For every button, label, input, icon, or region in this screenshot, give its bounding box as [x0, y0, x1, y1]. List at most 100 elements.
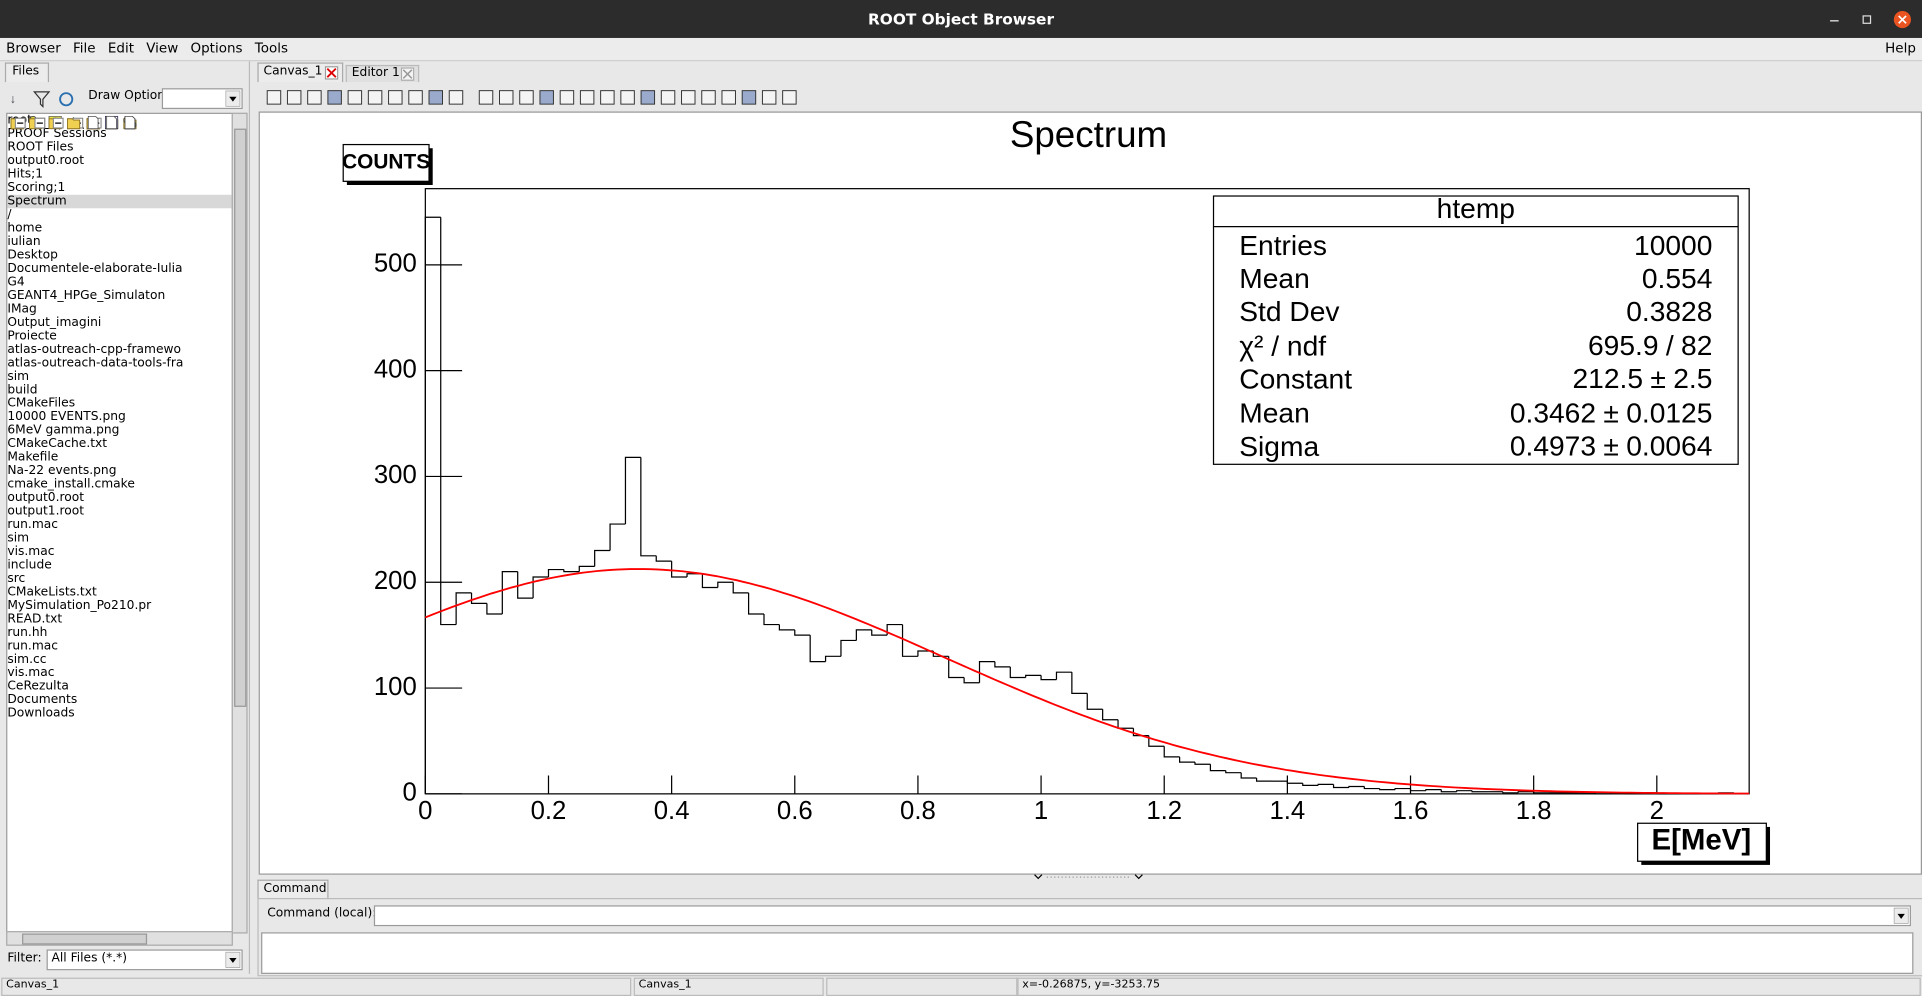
toolbar-button[interactable] [266, 90, 282, 105]
menu-item[interactable]: File [73, 40, 96, 57]
maximize-button[interactable] [1862, 15, 1872, 24]
histogram-bin [871, 629, 888, 636]
x-axis-label: E[MeV] [1652, 823, 1752, 856]
splitter-handle[interactable] [1030, 872, 1153, 882]
tree-item[interactable]: vis.mac [7, 115, 231, 680]
toolbar-button[interactable] [660, 90, 676, 105]
tree-item[interactable]: CeRezulta [7, 115, 231, 693]
toolbar-button[interactable] [428, 90, 443, 105]
status-field: Canvas_1 [6, 978, 60, 992]
histogram-bin [840, 639, 857, 657]
toolbar-button[interactable] [600, 90, 615, 105]
toolbar-button[interactable] [286, 90, 302, 105]
sort-icon[interactable]: ↓ [10, 92, 16, 106]
toolbar-button[interactable] [408, 90, 423, 105]
histogram-bin [440, 217, 457, 626]
toolbar-button[interactable] [499, 90, 514, 105]
tab-label: Editor 1 [351, 66, 400, 80]
toolbar-button[interactable] [367, 90, 383, 105]
histogram-bin [517, 571, 534, 599]
refresh-icon[interactable] [59, 92, 74, 107]
menu-item[interactable]: View [146, 40, 179, 57]
tree-label: IMag [7, 302, 37, 317]
toolbar-button[interactable] [327, 90, 342, 105]
tab-close[interactable] [400, 67, 415, 81]
toolbar-button[interactable] [539, 90, 554, 105]
command-tab[interactable]: Command [257, 879, 329, 900]
expand-toggle[interactable] [52, 117, 64, 129]
tree-label: 6MeV gamma.png [7, 423, 120, 438]
stats-name: Constant [1239, 362, 1352, 394]
menu-item[interactable]: Edit [107, 40, 134, 57]
tree-icon [87, 115, 98, 130]
toolbar-button[interactable] [579, 90, 595, 105]
histogram-bin [1517, 791, 1534, 793]
splitter[interactable] [248, 61, 258, 974]
toolbar-button[interactable] [701, 90, 716, 105]
status-bar: Canvas_1 Canvas_1 x=-0.26875, y=-3253.75 [0, 976, 1922, 996]
histogram-bin [563, 569, 580, 573]
tree-label: run.mac [7, 639, 59, 653]
toolbar-button[interactable] [559, 90, 575, 105]
toolbar-button[interactable] [388, 90, 403, 105]
menu-item[interactable]: Options [190, 40, 243, 57]
toolbar-button[interactable] [721, 90, 736, 105]
toolbar-button[interactable] [761, 90, 777, 105]
menu-item[interactable]: Tools [254, 40, 289, 57]
histogram-bin [948, 656, 965, 679]
tree-scrollbar[interactable] [231, 112, 248, 934]
command-input[interactable] [373, 905, 1911, 927]
histogram-bin [1086, 693, 1103, 710]
histogram-bin [763, 613, 780, 626]
tab-label: Files [12, 64, 40, 79]
tree-label: Scoring;1 [7, 181, 66, 195]
tree-label: Na-22 events.png [7, 464, 117, 478]
tree-hscrollbar[interactable] [6, 931, 233, 946]
tree-label: sim [7, 531, 30, 546]
histogram-bin [809, 635, 826, 663]
toolbar-button[interactable] [347, 90, 363, 105]
filter-icon[interactable] [33, 91, 51, 109]
histogram-bin [1209, 764, 1226, 772]
y-tick-label: 100 [374, 673, 417, 701]
tree-label: include [7, 558, 52, 573]
histogram-bin [1009, 666, 1026, 679]
filter-combo[interactable]: All Files (*.*) [46, 949, 243, 971]
stats-value-part: ± [1603, 397, 1618, 429]
toolbar-button[interactable] [307, 90, 322, 105]
chart-title: Spectrum [1010, 114, 1167, 155]
toolbar-button[interactable] [519, 90, 534, 105]
tree-label: output0.root [7, 154, 85, 168]
editor-tab[interactable]: Editor 1 [345, 64, 420, 83]
tree-item[interactable]: Downloads [7, 118, 231, 720]
stats-name: Entries [1239, 229, 1327, 261]
expand-toggle[interactable] [34, 117, 46, 129]
toolbar-button[interactable] [741, 90, 757, 105]
toolbar-button[interactable] [478, 90, 494, 105]
tab-close[interactable] [324, 66, 339, 80]
canvas-tab[interactable]: Canvas_1 [257, 62, 344, 83]
tree-label: output0.root [7, 491, 85, 505]
toolbar-button[interactable] [448, 90, 464, 105]
menu-item[interactable]: Browser [6, 40, 61, 57]
expand-toggle[interactable] [15, 117, 27, 129]
toolbar-button[interactable] [620, 90, 635, 105]
toolbar-button[interactable] [640, 90, 656, 105]
histogram-bin [1363, 786, 1380, 790]
toolbar-button[interactable] [681, 90, 696, 105]
tree-label: G4 [7, 275, 25, 290]
tree-icon [125, 115, 136, 130]
tree-item[interactable]: vis.mac [7, 115, 231, 559]
scroll-thumb[interactable] [234, 128, 247, 707]
draw-option-combo[interactable] [161, 88, 243, 110]
histogram-bin [1594, 792, 1611, 795]
stats-name: χ² / ndf [1239, 329, 1326, 361]
histogram-bin [1071, 672, 1088, 694]
stats-value: 0.554 [1642, 262, 1713, 294]
menu-item[interactable]: Help [1885, 40, 1916, 57]
toolbar-button[interactable] [782, 90, 797, 105]
files-tab[interactable]: Files [4, 62, 50, 83]
